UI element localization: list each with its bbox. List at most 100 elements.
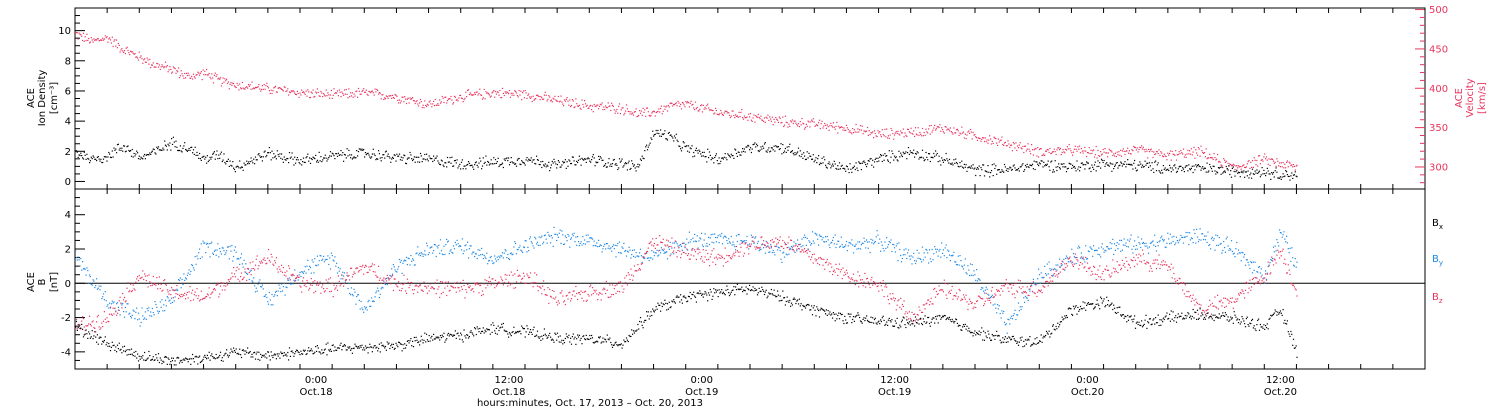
- by-point: [893, 244, 895, 246]
- by-point: [623, 242, 625, 244]
- bz-point: [536, 274, 538, 276]
- by-point: [335, 265, 337, 267]
- velocity-point: [835, 125, 837, 127]
- by-point: [227, 246, 229, 248]
- by-point: [1248, 264, 1250, 266]
- by-point: [1167, 232, 1169, 234]
- by-point: [1243, 256, 1245, 258]
- density-point: [822, 162, 824, 164]
- by-point: [405, 260, 407, 262]
- density-point: [475, 161, 477, 163]
- velocity-point: [334, 92, 336, 94]
- velocity-point: [1171, 150, 1173, 152]
- velocity-point: [758, 116, 760, 119]
- by-point: [600, 244, 602, 247]
- density-point: [612, 159, 614, 161]
- velocity-point: [708, 109, 711, 111]
- density-point: [1049, 169, 1051, 171]
- velocity-point: [242, 87, 244, 89]
- by-point: [1283, 231, 1285, 233]
- velocity-point: [842, 129, 844, 131]
- density-point: [578, 155, 580, 157]
- by-point: [1185, 231, 1187, 234]
- bz-point: [433, 288, 435, 290]
- velocity-point: [980, 140, 982, 142]
- by-point: [1184, 236, 1186, 238]
- density-point: [1181, 169, 1183, 172]
- by-point: [779, 250, 781, 252]
- velocity-point: [501, 87, 504, 89]
- velocity-point: [1219, 161, 1221, 163]
- velocity-point: [1272, 158, 1274, 160]
- velocity-point: [210, 78, 212, 80]
- density-point: [935, 154, 937, 156]
- by-point: [1158, 241, 1160, 243]
- bz-point: [309, 287, 311, 289]
- bz-point: [368, 266, 370, 268]
- by-point: [78, 259, 80, 261]
- velocity-point: [269, 92, 271, 94]
- velocity-point: [841, 126, 843, 128]
- velocity-point: [110, 42, 112, 44]
- density-point: [237, 165, 239, 168]
- velocity-point: [558, 101, 560, 103]
- density-point: [128, 149, 130, 152]
- by-point: [764, 252, 766, 254]
- velocity-point: [217, 78, 219, 80]
- by-point: [529, 238, 531, 240]
- velocity-point: [797, 125, 799, 127]
- density-point: [461, 159, 463, 161]
- density-point: [733, 157, 735, 159]
- velocity-point: [1289, 162, 1291, 164]
- by-point: [144, 311, 146, 313]
- density-point: [81, 155, 83, 157]
- bz-point: [537, 290, 539, 292]
- bz-point: [303, 284, 305, 287]
- density-point: [470, 164, 472, 166]
- density-point: [350, 157, 352, 159]
- by-point: [636, 255, 638, 257]
- velocity-point: [284, 86, 286, 89]
- density-point: [217, 158, 219, 160]
- density-point: [785, 151, 787, 153]
- density-point: [983, 175, 986, 177]
- density-point: [924, 159, 926, 161]
- density-point: [185, 149, 188, 151]
- bz-point: [151, 282, 153, 284]
- velocity-point: [895, 131, 897, 133]
- velocity-point: [1176, 154, 1178, 156]
- density-point: [1290, 175, 1292, 177]
- density-point: [1013, 164, 1015, 166]
- bz-point: [359, 265, 361, 268]
- density-point: [268, 147, 270, 149]
- velocity-point: [219, 78, 221, 80]
- by-point: [435, 255, 437, 258]
- by-point: [969, 274, 971, 277]
- by-point: [984, 289, 986, 291]
- by-point: [1224, 247, 1226, 249]
- by-point: [108, 307, 110, 309]
- by-point: [489, 257, 491, 259]
- by-point: [130, 315, 132, 317]
- velocity-point: [1162, 155, 1164, 157]
- density-point: [208, 159, 210, 161]
- density-point: [248, 163, 250, 165]
- velocity-point: [1175, 150, 1177, 152]
- by-point: [703, 239, 705, 241]
- density-point: [316, 159, 318, 161]
- bz-point: [351, 276, 353, 278]
- by-point: [1137, 236, 1139, 238]
- velocity-point: [199, 72, 201, 74]
- by-point: [180, 287, 182, 289]
- by-point: [1051, 268, 1053, 270]
- velocity-point: [107, 41, 109, 43]
- by-point: [462, 253, 464, 255]
- velocity-point: [498, 94, 500, 96]
- by-point: [454, 241, 456, 244]
- bz-point: [497, 281, 499, 283]
- density-point: [323, 157, 325, 159]
- density-point: [362, 149, 364, 151]
- density-point: [116, 144, 119, 146]
- density-point: [342, 152, 344, 154]
- bz-point: [320, 292, 322, 294]
